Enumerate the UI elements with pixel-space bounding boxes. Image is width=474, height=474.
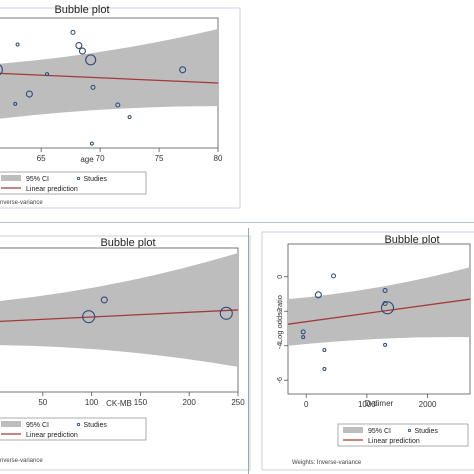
study-bubble <box>380 301 395 315</box>
study-bubble <box>301 335 306 340</box>
bubble-plot-hstnt-panel: Bubble plot01020Hs-TnT0-1-2-3-4-5Log odd… <box>232 0 474 222</box>
study-bubble <box>382 288 388 294</box>
legend-studies-marker <box>407 428 412 433</box>
x-tick-label: 250 <box>231 398 245 407</box>
bubble-plot-ckmb: Bubble plot 50 100 150 200 250 CK-MB 95% CI Stud… <box>0 235 251 471</box>
bubble-plot-age-panel: Bubble plot 65 70 75 80 age 95% CI Studies Linea… <box>0 0 232 222</box>
linear-prediction-line <box>288 298 470 325</box>
y-axis-label: Log odds-ratio <box>275 295 284 343</box>
study-bubble <box>85 54 97 66</box>
linear-prediction-line <box>0 72 218 84</box>
x-tick-label: 75 <box>155 154 164 163</box>
legend-box <box>0 171 147 195</box>
x-tick-label: 0 <box>304 400 309 409</box>
ci-band <box>0 253 238 367</box>
study-bubble <box>0 64 3 76</box>
legend-ci-swatch <box>1 421 21 427</box>
x-tick-label: 1000 <box>358 400 376 409</box>
study-bubble <box>322 348 327 353</box>
bubble-plot-hstnt: Bubble plot01020Hs-TnT0-1-2-3-4-5Log odd… <box>232 7 241 209</box>
x-axis-label: D-dimer <box>365 399 394 408</box>
bubble-plot-ddimer-panel: Bubble plot 0 1000 2000 D-dimer 0 -2 -4 -6 Log od… <box>252 222 474 474</box>
chart-title: Bubble plot <box>100 237 155 249</box>
legend-ci-label: 95% CI <box>26 422 49 429</box>
weights-footnote: nverse-variance <box>0 458 43 464</box>
study-bubble <box>100 296 108 304</box>
legend-ci-swatch <box>343 427 363 433</box>
study-bubble <box>25 90 33 98</box>
study-bubble <box>383 342 388 347</box>
legend-ci-label: 95% CI <box>26 176 49 183</box>
chart-title: Bubble plot <box>384 234 439 246</box>
legend-line-label: Linear prediction <box>26 432 78 439</box>
study-bubble <box>115 102 121 108</box>
study-bubble <box>78 47 86 55</box>
study-bubble <box>127 115 132 120</box>
study-bubble <box>89 141 94 146</box>
x-tick-label: 2000 <box>419 400 437 409</box>
bubble-plot-age: Bubble plot 65 70 75 80 age 95% CI Studies Linea… <box>0 4 232 209</box>
x-tick-label: 80 <box>214 154 223 163</box>
legend-line-label: Linear prediction <box>26 186 78 193</box>
x-axis-label: age <box>80 155 94 164</box>
graph-frame <box>232 7 241 209</box>
legend-ci-label: 95% CI <box>368 428 391 435</box>
x-tick-label: 150 <box>134 398 148 407</box>
x-axis-label: CK-MB <box>106 399 132 408</box>
ci-band <box>288 267 470 346</box>
panel-divider-horizontal <box>0 222 474 223</box>
legend-studies-marker <box>76 422 81 427</box>
legend-box <box>337 423 469 447</box>
x-tick-label: 70 <box>96 154 105 163</box>
linear-prediction-line <box>0 309 238 323</box>
study-bubble <box>322 367 327 371</box>
legend-line-label: Linear prediction <box>368 438 420 445</box>
study-bubble <box>15 42 20 47</box>
study-bubble <box>314 291 322 299</box>
study-bubble <box>45 72 50 77</box>
legend: 95% CI Studies Linear prediction <box>0 171 147 195</box>
legend-ci-swatch <box>1 175 21 181</box>
study-bubble <box>82 310 96 324</box>
panel-divider-vertical <box>248 228 249 474</box>
y-tick-label: 0 <box>277 275 284 279</box>
weights-footnote: nverse-variance <box>0 200 43 206</box>
x-tick-label: 100 <box>85 398 99 407</box>
y-tick-label: -4 <box>277 343 284 349</box>
x-tick-label: 65 <box>37 154 46 163</box>
study-bubble <box>75 41 83 50</box>
study-bubble <box>13 101 18 106</box>
bubble-plot-ckmb-panel: Bubble plot 50 100 150 200 250 CK-MB 95% CI Stud… <box>0 222 252 474</box>
legend-studies-label: Studies <box>84 176 108 183</box>
study-bubble <box>219 306 233 320</box>
study-bubble <box>90 84 96 90</box>
y-tick-label: -6 <box>277 377 284 383</box>
legend: 95% CI Studies Linear prediction <box>337 423 469 447</box>
chart-title: Bubble plot <box>54 4 109 16</box>
x-tick-label: 50 <box>38 398 47 407</box>
y-tick-label: -2 <box>277 308 284 314</box>
legend: 95% CI Studies Linear prediction <box>0 417 147 441</box>
legend-studies-label: Studies <box>84 422 108 429</box>
bubble-plot-ddimer: Bubble plot 0 1000 2000 D-dimer 0 -2 -4 -6 Log od… <box>261 231 474 471</box>
study-bubble <box>331 273 336 279</box>
legend-box <box>0 417 147 441</box>
study-bubble <box>179 66 187 74</box>
legend-studies-marker <box>76 176 81 181</box>
study-bubble <box>70 29 76 35</box>
study-bubble <box>300 329 306 335</box>
weights-footnote: Weights: Inverse-variance <box>292 460 362 466</box>
x-tick-label: 200 <box>183 398 197 407</box>
legend-studies-label: Studies <box>415 428 439 435</box>
ci-band <box>0 29 218 119</box>
